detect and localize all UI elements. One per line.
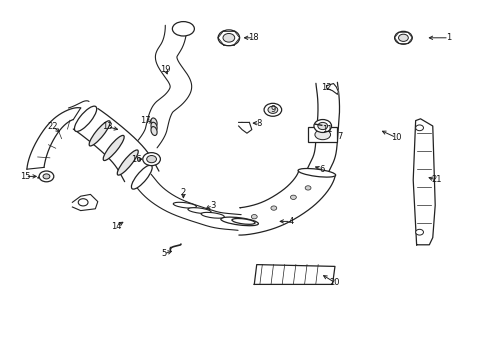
Circle shape — [218, 30, 239, 46]
Bar — [307, 127, 337, 142]
Circle shape — [270, 206, 276, 210]
Circle shape — [142, 153, 160, 166]
Polygon shape — [306, 82, 339, 175]
Polygon shape — [326, 84, 338, 94]
Text: 14: 14 — [111, 222, 122, 231]
Text: 8: 8 — [256, 118, 261, 127]
Text: 12: 12 — [321, 83, 331, 91]
Circle shape — [223, 33, 234, 42]
Text: 17: 17 — [140, 116, 151, 125]
Polygon shape — [138, 25, 191, 148]
Circle shape — [317, 122, 327, 130]
Ellipse shape — [201, 212, 224, 218]
Ellipse shape — [173, 202, 196, 208]
Text: 2: 2 — [181, 188, 185, 197]
Text: 3: 3 — [210, 201, 215, 210]
Circle shape — [146, 156, 156, 163]
Ellipse shape — [151, 127, 157, 135]
Text: 10: 10 — [390, 133, 401, 142]
Circle shape — [415, 229, 423, 235]
Circle shape — [43, 174, 50, 179]
Circle shape — [251, 215, 257, 219]
Polygon shape — [238, 122, 251, 133]
Ellipse shape — [89, 121, 110, 146]
Ellipse shape — [117, 150, 138, 175]
Text: 22: 22 — [47, 122, 58, 131]
Circle shape — [313, 120, 331, 132]
Circle shape — [394, 31, 411, 44]
Ellipse shape — [151, 122, 157, 131]
Polygon shape — [412, 119, 434, 245]
Ellipse shape — [151, 118, 157, 127]
Ellipse shape — [298, 168, 335, 177]
Circle shape — [267, 106, 277, 113]
Text: 11: 11 — [322, 125, 332, 134]
Circle shape — [264, 103, 281, 116]
Ellipse shape — [231, 219, 255, 224]
Polygon shape — [239, 171, 335, 235]
Text: 5: 5 — [161, 249, 166, 258]
Circle shape — [398, 34, 407, 41]
Ellipse shape — [74, 106, 97, 131]
Polygon shape — [254, 265, 334, 284]
Ellipse shape — [187, 208, 211, 213]
Ellipse shape — [172, 22, 194, 36]
Circle shape — [78, 199, 88, 206]
Text: 1: 1 — [446, 33, 450, 42]
Polygon shape — [73, 109, 159, 182]
Circle shape — [290, 195, 296, 199]
Ellipse shape — [131, 165, 152, 189]
Text: 9: 9 — [270, 105, 275, 114]
Polygon shape — [72, 194, 98, 211]
Text: 21: 21 — [430, 175, 441, 184]
Text: 13: 13 — [102, 122, 113, 131]
Circle shape — [39, 171, 54, 182]
Text: 15: 15 — [20, 172, 31, 181]
Text: 7: 7 — [337, 132, 342, 141]
Text: 19: 19 — [160, 65, 170, 74]
Ellipse shape — [103, 135, 124, 161]
Text: 16: 16 — [130, 154, 141, 163]
Text: 20: 20 — [329, 278, 340, 287]
Circle shape — [415, 125, 423, 131]
Text: 4: 4 — [288, 217, 293, 226]
Circle shape — [305, 186, 310, 190]
Ellipse shape — [314, 130, 330, 140]
Ellipse shape — [221, 217, 258, 226]
Polygon shape — [132, 174, 241, 230]
Text: 6: 6 — [319, 165, 324, 174]
Text: 18: 18 — [247, 33, 258, 42]
